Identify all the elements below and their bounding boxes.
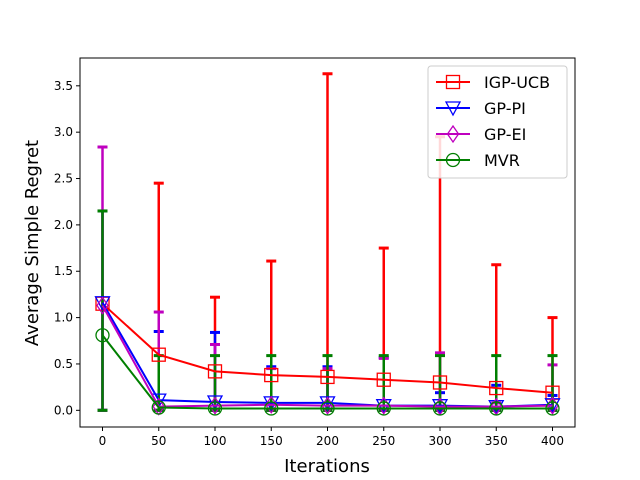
y-axis-title: Average Simple Regret bbox=[22, 140, 43, 346]
series-line bbox=[101, 334, 553, 410]
data-point bbox=[545, 401, 560, 416]
series-line bbox=[101, 305, 553, 408]
data-point bbox=[320, 369, 335, 385]
y-tick-label: 1.5 bbox=[54, 264, 73, 278]
x-axis-title: Iterations bbox=[284, 456, 370, 477]
y-tick-label: 2.5 bbox=[54, 172, 73, 186]
data-point bbox=[151, 347, 166, 362]
data-point bbox=[95, 328, 110, 343]
data-point bbox=[432, 401, 448, 416]
y-tick-label: 0.0 bbox=[54, 403, 73, 417]
y-tick-label: 1.0 bbox=[54, 311, 73, 325]
data-point bbox=[264, 401, 279, 416]
series-line bbox=[101, 302, 553, 394]
x-tick-label: 50 bbox=[151, 434, 166, 448]
legend-marker bbox=[445, 152, 461, 168]
x-tick-label: 350 bbox=[485, 434, 508, 448]
data-point bbox=[207, 401, 223, 416]
x-tick-label: 150 bbox=[260, 434, 283, 448]
legend-marker bbox=[446, 124, 460, 144]
legend-marker bbox=[444, 101, 462, 117]
data-point bbox=[320, 401, 335, 416]
data-point bbox=[376, 401, 391, 416]
legend-label: IGP-UCB bbox=[484, 73, 550, 92]
legend-label: GP-EI bbox=[484, 125, 526, 144]
data-point bbox=[207, 364, 223, 379]
data-point bbox=[264, 395, 278, 414]
data-point bbox=[96, 296, 109, 315]
data-point bbox=[264, 367, 279, 383]
x-tick-label: 300 bbox=[429, 434, 452, 448]
data-point bbox=[151, 400, 166, 415]
data-point bbox=[432, 375, 448, 390]
line-igp-ucb bbox=[95, 296, 560, 400]
y-tick-label: 3.0 bbox=[54, 125, 73, 139]
legend-label: GP-PI bbox=[484, 99, 526, 118]
data-point bbox=[489, 401, 504, 416]
y-tick-label: 3.5 bbox=[54, 79, 73, 93]
x-tick-label: 0 bbox=[99, 434, 107, 448]
x-tick-label: 100 bbox=[204, 434, 227, 448]
y-axis: 0.0 0.5 1.0 1.5 2.0 2.5 3.0 3.5 bbox=[54, 79, 80, 417]
x-tick-label: 200 bbox=[316, 434, 339, 448]
x-tick-label: 250 bbox=[372, 434, 395, 448]
plot-area bbox=[79, 57, 576, 428]
line-mvr bbox=[95, 328, 560, 416]
legend-label: MVR bbox=[484, 151, 520, 170]
legend-marker bbox=[445, 74, 461, 90]
x-axis: 0 50 100 150 200 250 300 350 400 bbox=[99, 427, 564, 448]
legend-box bbox=[427, 65, 568, 179]
y-tick-label: 0.5 bbox=[54, 357, 73, 371]
data-point bbox=[489, 380, 504, 396]
data-point bbox=[376, 372, 391, 387]
legend: IGP-UCB GP-PI GP-EI MVR bbox=[427, 65, 568, 179]
y-tick-label: 2.0 bbox=[54, 218, 73, 232]
x-tick-label: 400 bbox=[541, 434, 564, 448]
